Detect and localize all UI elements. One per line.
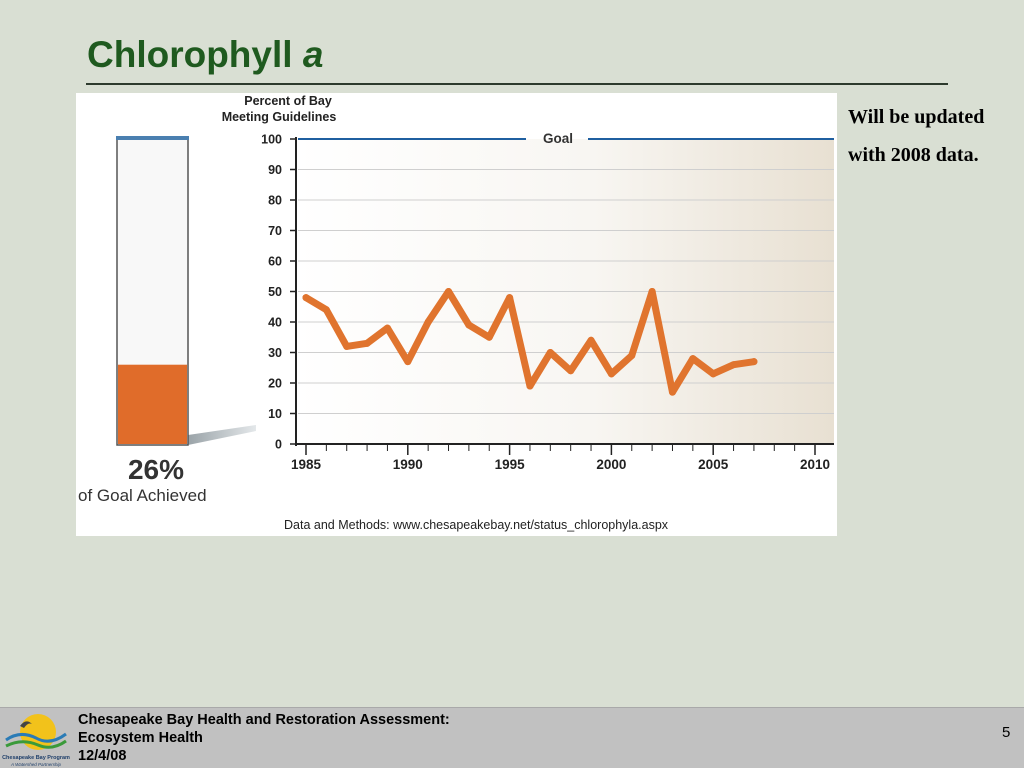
footer-line3: 12/4/08 <box>78 748 127 764</box>
footer-text: Chesapeake Bay Health and Restoration As… <box>78 711 450 765</box>
data-point <box>668 388 676 396</box>
update-note-line2: with 2008 data. <box>848 144 979 166</box>
x-tick-label: 1985 <box>291 457 322 472</box>
goal-label: Goal <box>543 131 573 146</box>
data-point <box>465 321 473 329</box>
update-note-line1: Will be updated <box>848 106 985 128</box>
data-point <box>445 288 453 295</box>
title-divider <box>86 83 948 85</box>
y-tick-label: 60 <box>268 255 282 269</box>
svg-text:Chesapeake Bay Program: Chesapeake Bay Program <box>2 755 70 761</box>
chlorophyll-chart: Percent of Bay Meeting Guidelines 0 10 20 3… <box>78 94 834 532</box>
gauge-goal-cap <box>116 136 189 140</box>
data-point <box>424 318 432 326</box>
x-tick-label: 2010 <box>800 457 830 472</box>
data-point <box>628 352 636 360</box>
data-point <box>587 336 595 344</box>
x-tick-label: 1995 <box>495 457 526 472</box>
svg-text:A Watershed Partnership: A Watershed Partnership <box>10 762 62 767</box>
x-tick-label: 2000 <box>596 457 626 472</box>
gauge-shadow <box>188 425 256 445</box>
x-tick-label: 2005 <box>698 457 729 472</box>
data-point <box>546 349 554 356</box>
footer-line1: Chesapeake Bay Health and Restoration As… <box>78 712 450 728</box>
y-tick-label: 10 <box>268 407 282 421</box>
y-tick-label: 20 <box>268 377 282 391</box>
data-point <box>485 333 493 341</box>
slide-title: Chlorophyll a <box>87 34 323 76</box>
data-point <box>607 370 615 378</box>
gauge-percent: 26% <box>128 454 184 485</box>
update-note: Will be updated with 2008 data. <box>848 98 1018 174</box>
page-number: 5 <box>1002 724 1011 741</box>
y-axis-label-line2: Meeting Guidelines <box>222 110 337 124</box>
data-point <box>506 294 514 302</box>
y-tick-label: 90 <box>268 163 282 177</box>
chart-panel: Percent of Bay Meeting Guidelines 0 10 20 3… <box>76 93 837 536</box>
y-tick-label: 0 <box>275 438 282 452</box>
data-point <box>383 324 391 332</box>
data-point <box>567 367 575 375</box>
y-tick-label: 100 <box>261 133 282 147</box>
data-point <box>709 370 717 378</box>
y-tick-label: 70 <box>268 224 282 238</box>
data-point <box>363 339 371 347</box>
data-point <box>750 358 758 366</box>
y-tick-label: 30 <box>268 346 282 360</box>
gauge-caption: of Goal Achieved <box>78 486 207 505</box>
x-tick-label: 1990 <box>393 457 423 472</box>
data-point <box>730 361 738 369</box>
data-point <box>302 294 310 302</box>
gauge-fill <box>118 364 187 444</box>
chesapeake-bay-program-logo: Chesapeake Bay Program A Watershed Partn… <box>0 708 72 768</box>
y-tick-label: 40 <box>268 316 282 330</box>
footer-line2: Ecosystem Health <box>78 730 203 746</box>
y-axis-label-line1: Percent of Bay <box>244 94 332 108</box>
slide-footer: Chesapeake Bay Program A Watershed Partn… <box>0 707 1024 768</box>
y-tick-label: 50 <box>268 285 282 299</box>
data-point <box>322 306 330 314</box>
title-italic: a <box>302 34 324 75</box>
data-point <box>648 288 656 295</box>
data-point <box>404 358 412 366</box>
data-point <box>526 382 534 390</box>
source-note: Data and Methods: www.chesapeakebay.net/… <box>284 518 669 532</box>
data-point <box>689 355 697 363</box>
title-main: Chlorophyll <box>87 34 293 75</box>
data-point <box>343 342 351 350</box>
y-tick-label: 80 <box>268 194 282 208</box>
